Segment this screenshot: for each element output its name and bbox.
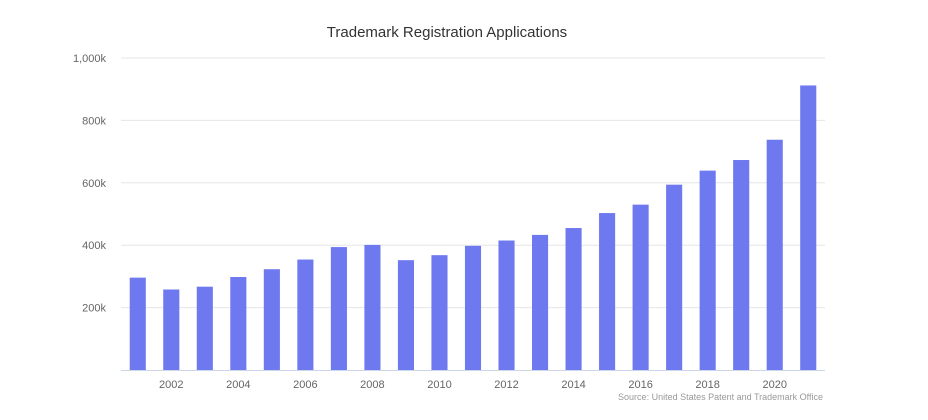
x-tick-label: 2014 xyxy=(561,379,585,391)
x-tick-label: 2016 xyxy=(628,379,652,391)
x-tick-label: 2008 xyxy=(360,379,384,391)
bar-2018[interactable] xyxy=(699,170,716,370)
x-tick-label: 2012 xyxy=(494,379,518,391)
bar-2002[interactable] xyxy=(163,289,180,370)
x-tick-label: 2004 xyxy=(226,379,250,391)
bar-2015[interactable] xyxy=(599,213,616,370)
bar-2009[interactable] xyxy=(397,260,414,370)
bar-2003[interactable] xyxy=(196,286,213,370)
y-axis-labels: 200k 400k 600k 800k 1,000k xyxy=(73,53,107,315)
y-tick-label: 200k xyxy=(82,303,106,315)
bar-2020[interactable] xyxy=(766,139,783,370)
y-tick-label: 800k xyxy=(82,115,106,127)
bar-2010[interactable] xyxy=(431,255,448,370)
bar-2014[interactable] xyxy=(565,228,582,370)
bars xyxy=(129,85,817,371)
bar-2007[interactable] xyxy=(330,247,347,370)
bar-2001[interactable] xyxy=(129,277,146,370)
x-tick-label: 2020 xyxy=(762,379,786,391)
bar-2017[interactable] xyxy=(666,184,683,370)
bar-2006[interactable] xyxy=(297,259,314,370)
bar-2012[interactable] xyxy=(498,240,515,370)
bar-2021[interactable] xyxy=(800,85,817,371)
bar-2005[interactable] xyxy=(263,269,280,370)
chart-credits: Source: United States Patent and Tradema… xyxy=(618,392,823,402)
y-tick-label: 600k xyxy=(82,178,106,190)
bar-2008[interactable] xyxy=(364,244,381,370)
bar-2016[interactable] xyxy=(632,204,649,370)
y-tick-label: 1,000k xyxy=(73,53,107,65)
x-axis-labels: 2002 2004 2006 2008 2010 2012 2014 2016 2018 2020 xyxy=(159,379,787,391)
x-tick-label: 2006 xyxy=(293,379,317,391)
x-tick-label: 2002 xyxy=(159,379,183,391)
x-tick-label: 2010 xyxy=(427,379,451,391)
y-tick-label: 400k xyxy=(82,240,106,252)
chart-title: Trademark Registration Applications xyxy=(327,24,567,41)
x-tick-label: 2018 xyxy=(695,379,719,391)
bar-2011[interactable] xyxy=(464,245,482,370)
bar-2004[interactable] xyxy=(230,277,247,370)
bar-2013[interactable] xyxy=(532,234,549,370)
bar-2019[interactable] xyxy=(733,160,750,370)
